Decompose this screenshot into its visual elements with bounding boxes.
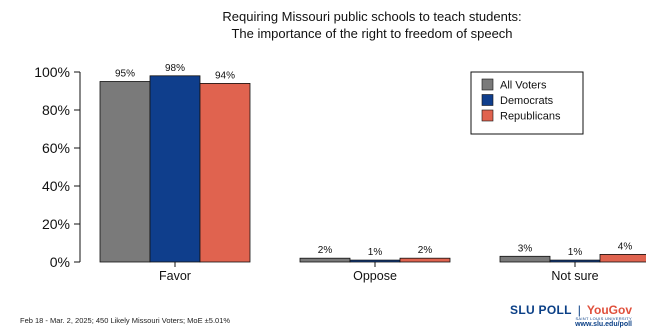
y-tick-label: 80% — [42, 102, 70, 118]
data-label: 94% — [215, 70, 235, 81]
chart-title: Requiring Missouri public schools to tea… — [222, 9, 521, 24]
data-label: 1% — [568, 247, 583, 258]
y-axis: 0% 20% 40% 60% 80% 100% — [34, 64, 80, 270]
yougov-logo: YouGov — [586, 303, 632, 317]
category-label: Not sure — [551, 269, 598, 283]
data-label: 98% — [165, 63, 185, 74]
category-label: Favor — [159, 269, 191, 283]
legend-label: Democrats — [500, 95, 554, 107]
legend-swatch — [481, 94, 494, 106]
legend-label: All Voters — [500, 80, 547, 92]
bar — [149, 75, 201, 263]
bar — [199, 83, 251, 263]
poll-logo: SLU POLL | YouGov SAINT LOUIS UNIVERSITY… — [510, 303, 632, 328]
category-labels-layer: Favor Oppose Not sure — [159, 262, 599, 283]
data-label: 3% — [518, 243, 533, 254]
bar — [299, 257, 351, 263]
slu-poll-logo: SLU POLL — [510, 303, 572, 317]
bar — [549, 259, 601, 263]
data-label: 2% — [418, 245, 433, 256]
chart-subtitle: The importance of the right to freedom o… — [231, 26, 512, 41]
data-label: 95% — [115, 69, 135, 80]
y-tick-label: 100% — [34, 64, 70, 80]
category-label: Oppose — [353, 269, 397, 283]
data-label: 2% — [318, 245, 333, 256]
bar — [499, 255, 551, 263]
legend-label: Republicans — [500, 111, 561, 123]
bar — [99, 81, 151, 263]
bars-layer — [99, 75, 646, 263]
footnote: Feb 18 - Mar. 2, 2025; 450 Likely Missou… — [20, 316, 231, 325]
y-tick-label: 60% — [42, 140, 70, 156]
y-tick-label: 0% — [50, 254, 70, 270]
bar — [599, 253, 646, 263]
data-labels-layer: 95% 98% 94% 2% 1% 2% 3% 1% 4% — [115, 63, 632, 258]
legend-swatch — [481, 78, 494, 91]
logo-separator: | — [577, 303, 581, 317]
slu-subtitle: SAINT LOUIS UNIVERSITY — [575, 316, 632, 321]
bar-chart: Requiring Missouri public schools to tea… — [34, 9, 646, 283]
poll-url: www.slu.edu/poll — [575, 321, 632, 328]
data-label: 1% — [368, 247, 383, 258]
y-tick-label: 40% — [42, 178, 70, 194]
legend: All Voters Democrats Republicans — [470, 71, 584, 135]
bar — [399, 257, 451, 263]
bar — [349, 259, 401, 263]
legend-swatch — [481, 109, 494, 122]
y-tick-label: 20% — [42, 216, 70, 232]
data-label: 4% — [618, 241, 633, 252]
